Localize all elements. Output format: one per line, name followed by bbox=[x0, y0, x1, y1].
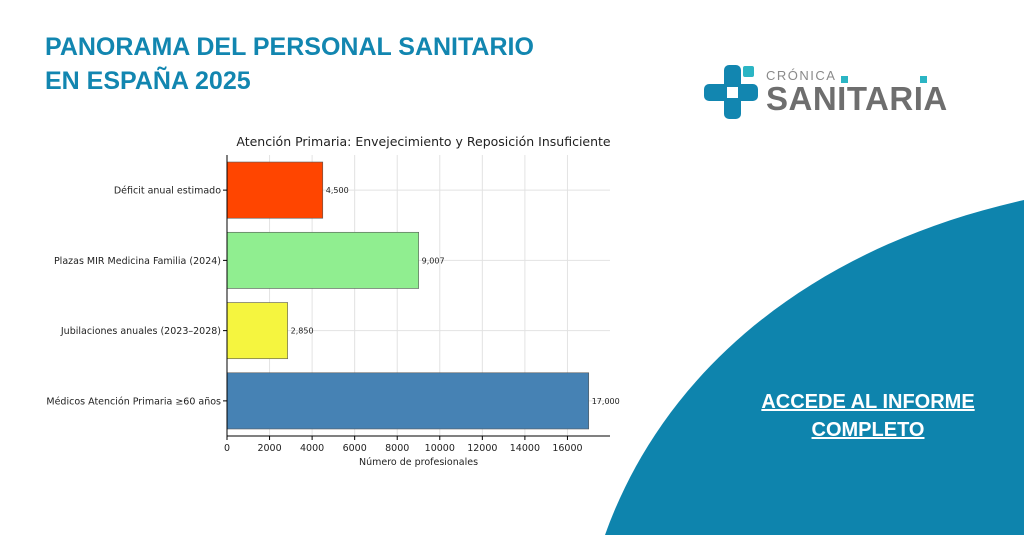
x-tick-label: 8000 bbox=[385, 443, 409, 454]
report-link-line2: COMPLETO bbox=[811, 419, 925, 441]
bar-value-label: 17,000 bbox=[592, 397, 620, 406]
bar-value-label: 2,850 bbox=[291, 327, 314, 336]
bar bbox=[226, 372, 590, 430]
x-tick-label: 14000 bbox=[510, 443, 540, 454]
x-axis-label: Número de profesionales bbox=[359, 457, 478, 468]
y-tick-label: Médicos Atención Primaria ≥60 años bbox=[46, 396, 221, 407]
x-tick-label: 16000 bbox=[552, 443, 582, 454]
logo-small-text: CRÓNICA bbox=[766, 68, 837, 83]
page-title-line1: PANORAMA DEL PERSONAL SANITARIO bbox=[45, 33, 534, 61]
x-tick-label: 0 bbox=[224, 443, 230, 454]
x-tick-label: 12000 bbox=[467, 443, 497, 454]
bar bbox=[226, 302, 288, 360]
y-tick-label: Plazas MIR Medicina Familia (2024) bbox=[54, 256, 221, 267]
x-tick-label: 6000 bbox=[343, 443, 367, 454]
logo-accent-dots bbox=[841, 76, 927, 83]
x-tick-label: 2000 bbox=[257, 443, 281, 454]
bar-value-label: 9,007 bbox=[422, 256, 445, 265]
cronica-sanitaria-logo[interactable]: CRÓNICA SANITARIA bbox=[703, 64, 963, 120]
logo-big-text: SANITARIA bbox=[766, 80, 948, 117]
bar bbox=[226, 231, 419, 289]
bar-value-label: 4,500 bbox=[326, 186, 349, 195]
x-tick-label: 10000 bbox=[425, 443, 455, 454]
y-tick-label: Jubilaciones anuales (2023–2028) bbox=[60, 326, 221, 337]
page-title-line2: EN ESPAÑA 2025 bbox=[45, 67, 251, 95]
x-tick-label: 4000 bbox=[300, 443, 324, 454]
report-link[interactable]: ACCEDE AL INFORME COMPLETO bbox=[728, 388, 1008, 444]
bar bbox=[226, 161, 324, 219]
y-tick-label: Déficit anual estimado bbox=[114, 186, 221, 197]
report-link-line1: ACCEDE AL INFORME bbox=[761, 391, 975, 413]
medical-cross-icon bbox=[704, 65, 758, 119]
chart-title: Atención Primaria: Envejecimiento y Repo… bbox=[236, 134, 611, 149]
page-title: PANORAMA DEL PERSONAL SANITARIO EN ESPAÑ… bbox=[45, 30, 534, 98]
